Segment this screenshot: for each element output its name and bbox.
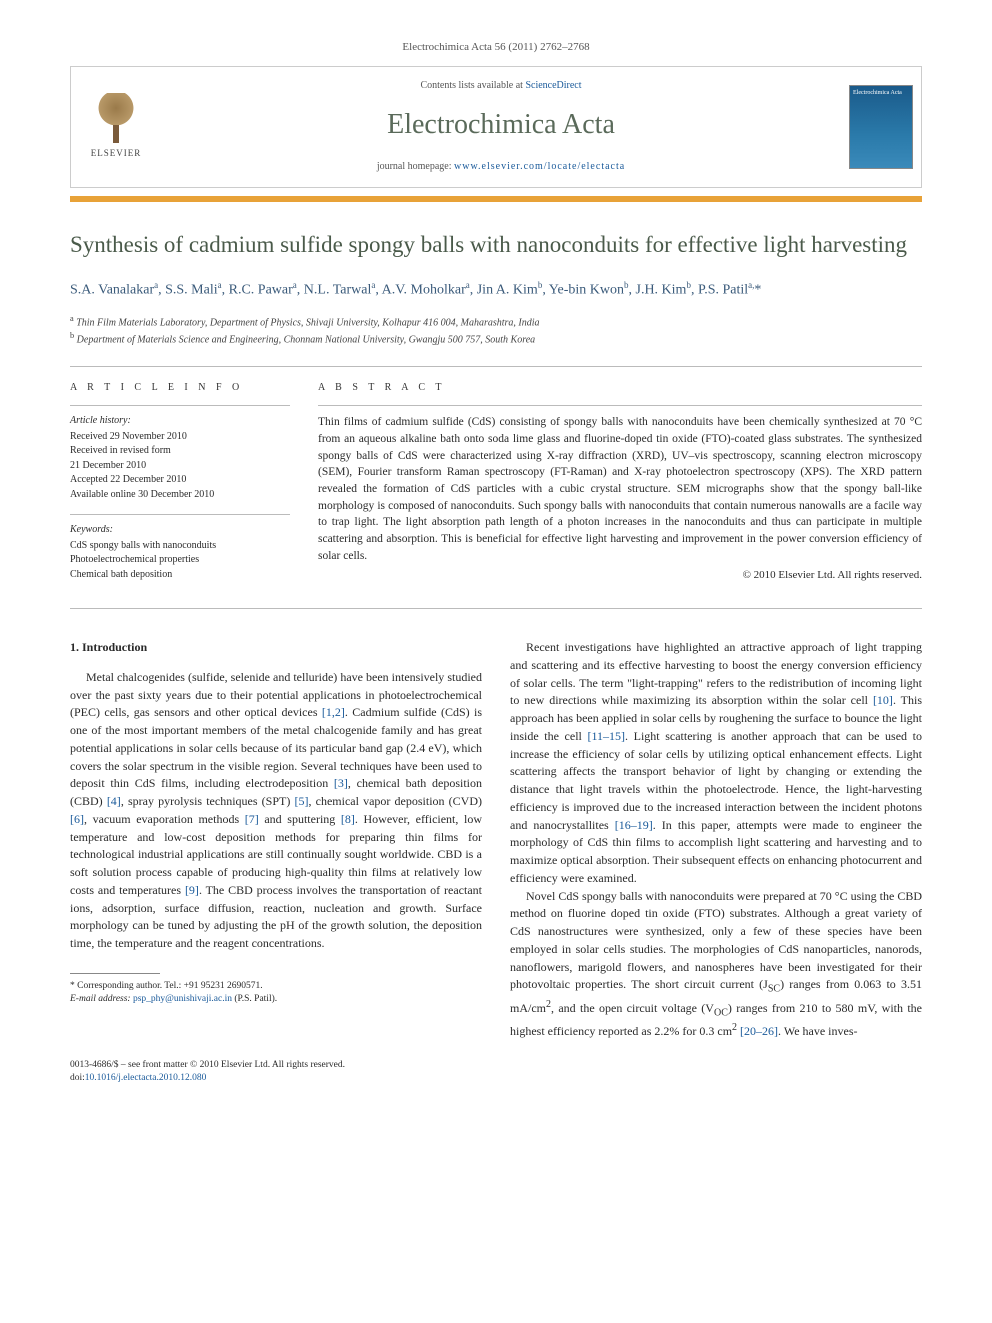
homepage-link[interactable]: www.elsevier.com/locate/electacta: [454, 161, 625, 172]
affiliation-b: b Department of Materials Science and En…: [70, 330, 922, 347]
revised-line2: 21 December 2010: [70, 459, 290, 474]
ref-link-3[interactable]: [3]: [334, 776, 348, 790]
email-line: E-mail address: psp_phy@unishivaji.ac.in…: [70, 993, 482, 1006]
keyword-3: Chemical bath deposition: [70, 568, 290, 583]
homepage-prefix: journal homepage:: [377, 161, 454, 172]
keyword-2: Photoelectrochemical properties: [70, 553, 290, 568]
ref-link-7[interactable]: [7]: [245, 812, 259, 826]
homepage-line: journal homepage: www.elsevier.com/locat…: [171, 160, 831, 175]
ref-link-9[interactable]: [9]: [185, 883, 199, 897]
issn-line: 0013-4686/$ – see front matter © 2010 El…: [70, 1059, 922, 1072]
ref-link-6[interactable]: [6]: [70, 812, 84, 826]
intro-paragraph-3: Novel CdS spongy balls with nanoconduits…: [510, 888, 922, 1041]
journal-reference: Electrochimica Acta 56 (2011) 2762–2768: [70, 40, 922, 56]
article-history-block: Article history: Received 29 November 20…: [70, 414, 290, 502]
footnote-separator: [70, 973, 160, 974]
cover-thumbnail: Electrochimica Acta: [841, 67, 921, 187]
abstract-heading: A B S T R A C T: [318, 381, 922, 396]
ref-link-4[interactable]: [4]: [107, 794, 121, 808]
keywords-block: Keywords: CdS spongy balls with nanocond…: [70, 523, 290, 582]
history-label: Article history:: [70, 414, 290, 429]
left-column: 1. Introduction Metal chalcogenides (sul…: [70, 639, 482, 1040]
accepted-date: Accepted 22 December 2010: [70, 473, 290, 488]
affiliations: a Thin Film Materials Laboratory, Depart…: [70, 313, 922, 348]
contents-prefix: Contents lists available at: [420, 80, 525, 91]
cover-image: Electrochimica Acta: [849, 85, 913, 169]
elsevier-logo: ELSEVIER: [71, 67, 161, 187]
abstract-divider: [318, 405, 922, 406]
authors-list: S.A. Vanalakara, S.S. Malia, R.C. Pawara…: [70, 279, 922, 301]
keywords-label: Keywords:: [70, 523, 290, 538]
article-title: Synthesis of cadmium sulfide spongy ball…: [70, 230, 922, 260]
contents-line: Contents lists available at ScienceDirec…: [171, 79, 831, 94]
info-divider-2: [70, 514, 290, 515]
article-info-heading: A R T I C L E I N F O: [70, 381, 290, 396]
abstract-column: A B S T R A C T Thin films of cadmium su…: [318, 381, 922, 595]
copyright-line: © 2010 Elsevier Ltd. All rights reserved…: [318, 568, 922, 584]
doi-line: doi:10.1016/j.electacta.2010.12.080: [70, 1072, 922, 1085]
ref-link-8[interactable]: [8]: [341, 812, 355, 826]
section-1-heading: 1. Introduction: [70, 639, 482, 657]
email-label: E-mail address:: [70, 994, 133, 1004]
right-column: Recent investigations have highlighted a…: [510, 639, 922, 1040]
revised-line1: Received in revised form: [70, 444, 290, 459]
header-center: Contents lists available at ScienceDirec…: [161, 67, 841, 187]
doi-link[interactable]: 10.1016/j.electacta.2010.12.080: [85, 1073, 207, 1083]
ref-link-11-15[interactable]: [11–15]: [587, 729, 625, 743]
footer: 0013-4686/$ – see front matter © 2010 El…: [70, 1059, 922, 1086]
ref-link-5[interactable]: [5]: [294, 794, 308, 808]
corresponding-author-footnote: * Corresponding author. Tel.: +91 95231 …: [70, 980, 482, 1007]
header-box: ELSEVIER Contents lists available at Sci…: [70, 66, 922, 188]
keyword-1: CdS spongy balls with nanoconduits: [70, 539, 290, 554]
intro-paragraph-2: Recent investigations have highlighted a…: [510, 639, 922, 888]
page-container: Electrochimica Acta 56 (2011) 2762–2768 …: [0, 0, 992, 1115]
orange-divider-bar: [70, 196, 922, 202]
article-info-column: A R T I C L E I N F O Article history: R…: [70, 381, 290, 595]
journal-title: Electrochimica Acta: [171, 105, 831, 146]
elsevier-tree-icon: [91, 93, 141, 143]
info-abstract-row: A R T I C L E I N F O Article history: R…: [70, 367, 922, 609]
email-link[interactable]: psp_phy@unishivaji.ac.in: [133, 994, 232, 1004]
intro-paragraph-1: Metal chalcogenides (sulfide, selenide a…: [70, 669, 482, 953]
received-date: Received 29 November 2010: [70, 430, 290, 445]
elsevier-label: ELSEVIER: [91, 147, 142, 160]
ref-link-10[interactable]: [10]: [873, 693, 893, 707]
abstract-text: Thin films of cadmium sulfide (CdS) cons…: [318, 414, 922, 564]
ref-link-20-26[interactable]: [20–26]: [740, 1024, 778, 1038]
info-divider-1: [70, 405, 290, 406]
body-columns: 1. Introduction Metal chalcogenides (sul…: [70, 639, 922, 1040]
sciencedirect-link[interactable]: ScienceDirect: [525, 80, 581, 91]
ref-link-1-2[interactable]: [1,2]: [322, 705, 345, 719]
ref-link-16-19[interactable]: [16–19]: [615, 818, 653, 832]
online-date: Available online 30 December 2010: [70, 488, 290, 503]
divider-bottom: [70, 608, 922, 609]
email-suffix: (P.S. Patil).: [232, 994, 277, 1004]
corr-author-line: * Corresponding author. Tel.: +91 95231 …: [70, 980, 482, 993]
affiliation-a: a Thin Film Materials Laboratory, Depart…: [70, 313, 922, 330]
